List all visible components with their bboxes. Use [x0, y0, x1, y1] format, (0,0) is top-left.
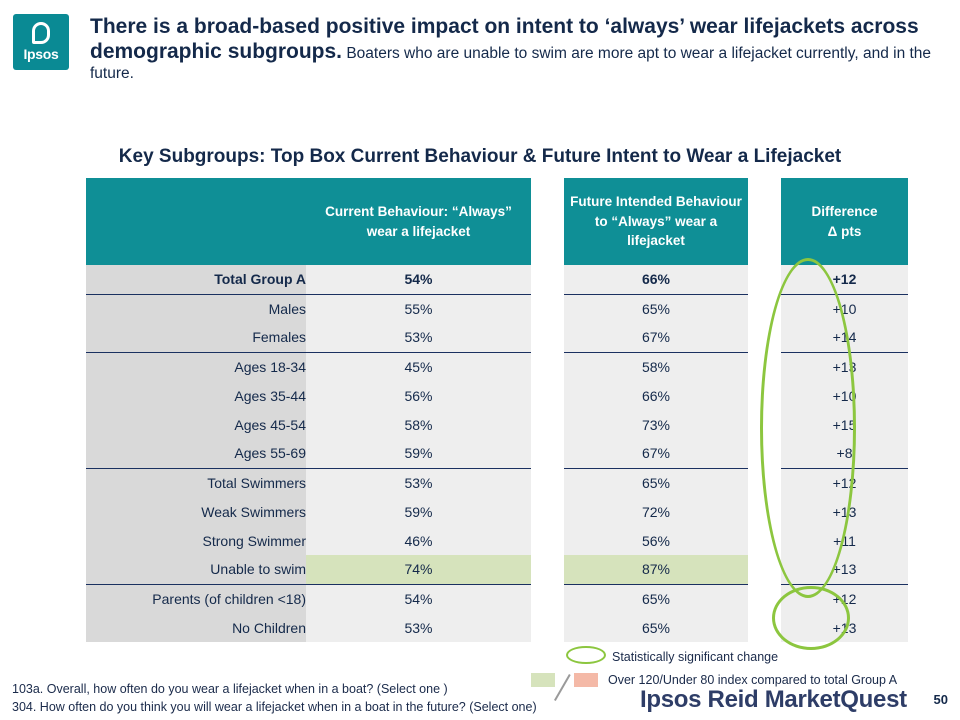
footnote-line2: 304. How often do you think you will wea…	[12, 700, 537, 715]
table-row: Weak Swimmers 59% 72% +13	[86, 497, 908, 526]
subgroup-table: Current Behaviour: “Always” wear a lifej…	[86, 178, 908, 642]
current-value: 54%	[306, 265, 531, 295]
header-gap	[531, 178, 564, 265]
ipsos-logo: Ipsos	[13, 14, 69, 70]
current-value: 56%	[306, 381, 531, 410]
header-difference-line1: Difference	[811, 203, 878, 219]
current-value: 54%	[306, 584, 531, 613]
gap-cell	[748, 555, 781, 584]
future-value-over-index: 87%	[564, 555, 748, 585]
significance-oval-main	[760, 258, 856, 598]
table-title: Key Subgroups: Top Box Current Behaviour…	[118, 146, 842, 167]
future-value: 67%	[564, 439, 748, 469]
gap-cell	[531, 323, 564, 352]
future-value: 65%	[564, 584, 748, 613]
legend-significant-label: Statistically significant change	[612, 650, 779, 664]
current-value: 58%	[306, 410, 531, 439]
footnote-line1: 103a. Overall, how often do you wear a l…	[12, 682, 448, 696]
future-value: 73%	[564, 410, 748, 439]
gap-cell	[531, 352, 564, 381]
gap-cell	[531, 265, 564, 294]
future-value: 65%	[564, 468, 748, 497]
row-label: Strong Swimmer	[86, 526, 306, 555]
gap-cell	[748, 265, 781, 294]
gap-cell	[531, 439, 564, 468]
current-value: 53%	[306, 323, 531, 353]
header-current-behaviour: Current Behaviour: “Always” wear a lifej…	[306, 178, 531, 265]
row-label: Total Swimmers	[86, 468, 306, 497]
header-difference: Difference Δ pts	[781, 178, 908, 265]
legend-oval-icon	[566, 646, 606, 664]
future-value: 66%	[564, 265, 748, 295]
gap-cell	[531, 497, 564, 526]
row-label: Ages 55-69	[86, 439, 306, 469]
gap-cell	[531, 294, 564, 323]
header-difference-line2: Δ pts	[827, 223, 862, 239]
row-label: No Children	[86, 613, 306, 642]
row-label: Ages 35-44	[86, 381, 306, 410]
header-future-intent: Future Intended Behaviour to “Always” we…	[564, 178, 748, 265]
table-row: Strong Swimmer 46% 56% +11	[86, 526, 908, 555]
current-value: 53%	[306, 468, 531, 497]
row-label: Parents (of children <18)	[86, 584, 306, 613]
future-value: 58%	[564, 352, 748, 381]
current-value: 53%	[306, 613, 531, 642]
gap-cell	[531, 381, 564, 410]
ipsos-logo-text: Ipsos	[23, 46, 59, 62]
ipsos-logo-icon	[32, 22, 50, 44]
gap-cell	[531, 410, 564, 439]
row-label: Weak Swimmers	[86, 497, 306, 526]
current-value: 45%	[306, 352, 531, 381]
future-value: 65%	[564, 294, 748, 323]
current-value: 55%	[306, 294, 531, 323]
row-label: Females	[86, 323, 306, 353]
legend-pointer-line	[554, 674, 571, 701]
gap-cell	[531, 613, 564, 642]
gap-cell	[531, 526, 564, 555]
gap-cell	[531, 468, 564, 497]
future-value: 66%	[564, 381, 748, 410]
current-value: 59%	[306, 497, 531, 526]
row-label: Total Group A	[86, 265, 306, 295]
table-row: Ages 18-34 45% 58% +13	[86, 352, 908, 381]
significance-oval-parents	[772, 586, 850, 650]
row-label: Males	[86, 294, 306, 323]
footnote: 103a. Overall, how often do you wear a l…	[12, 680, 537, 716]
legend-under-index-swatch	[574, 673, 598, 687]
table-header-row: Current Behaviour: “Always” wear a lifej…	[86, 178, 908, 265]
row-label: Unable to swim	[86, 555, 306, 585]
header-blank	[86, 178, 306, 265]
legend-over-index-swatch	[531, 673, 555, 687]
gap-cell	[531, 555, 564, 584]
brand-wordmark: Ipsos Reid MarketQuest	[640, 686, 907, 713]
headline-bold: There is a broad-based positive impact o…	[90, 15, 919, 64]
gap-cell	[531, 584, 564, 613]
table-row: Unable to swim 74% 87% +13	[86, 555, 908, 585]
slide-headline: There is a broad-based positive impact o…	[90, 14, 950, 84]
future-value: 67%	[564, 323, 748, 353]
future-value: 56%	[564, 526, 748, 555]
future-value: 65%	[564, 613, 748, 642]
future-value: 72%	[564, 497, 748, 526]
headline-subtext: Boaters who are unable to swim are more …	[90, 45, 932, 83]
page-number: 50	[933, 692, 948, 707]
current-value: 46%	[306, 526, 531, 555]
current-value: 59%	[306, 439, 531, 469]
current-value-over-index: 74%	[306, 555, 531, 585]
row-label: Ages 45-54	[86, 410, 306, 439]
legend-index-label: Over 120/Under 80 index compared to tota…	[608, 673, 898, 687]
header-gap	[748, 178, 781, 265]
row-label: Ages 18-34	[86, 352, 306, 381]
